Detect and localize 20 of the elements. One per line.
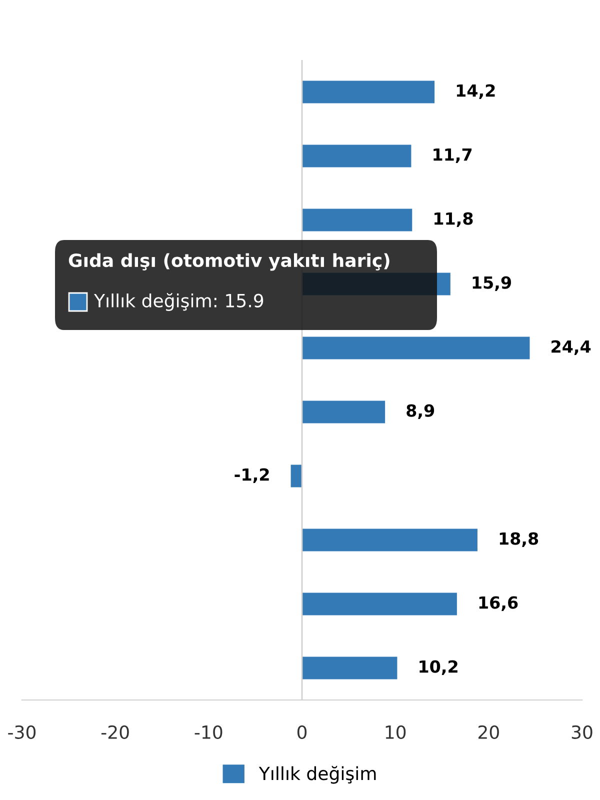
data-label: 24,4 xyxy=(552,340,591,355)
data-label: 15,9 xyxy=(472,276,511,291)
data-label: -1,2 xyxy=(234,468,269,483)
annotation: Yıllık değişim: 15.9 xyxy=(94,293,264,311)
x-tick-label: -30 xyxy=(8,725,36,739)
x-tick-label: -20 xyxy=(101,725,129,739)
x-tick-label: -10 xyxy=(194,725,222,739)
data-label: 18,8 xyxy=(500,532,538,547)
data-label: 11,7 xyxy=(434,148,472,163)
x-tick-label: 30 xyxy=(572,725,592,739)
data-label: 10,2 xyxy=(420,660,458,675)
data-label: 16,6 xyxy=(479,596,518,611)
x-tick-label: 20 xyxy=(478,725,499,739)
x-tick-label: 0 xyxy=(297,725,307,739)
data-label: 11,8 xyxy=(434,212,473,227)
annotation: Gıda dışı (otomotiv yakıtı hariç) xyxy=(68,253,390,271)
legend-label: Yıllık değişim xyxy=(258,766,376,784)
data-label: 14,2 xyxy=(456,84,495,99)
x-tick-label: 10 xyxy=(386,725,406,739)
data-label: 8,9 xyxy=(406,404,434,419)
